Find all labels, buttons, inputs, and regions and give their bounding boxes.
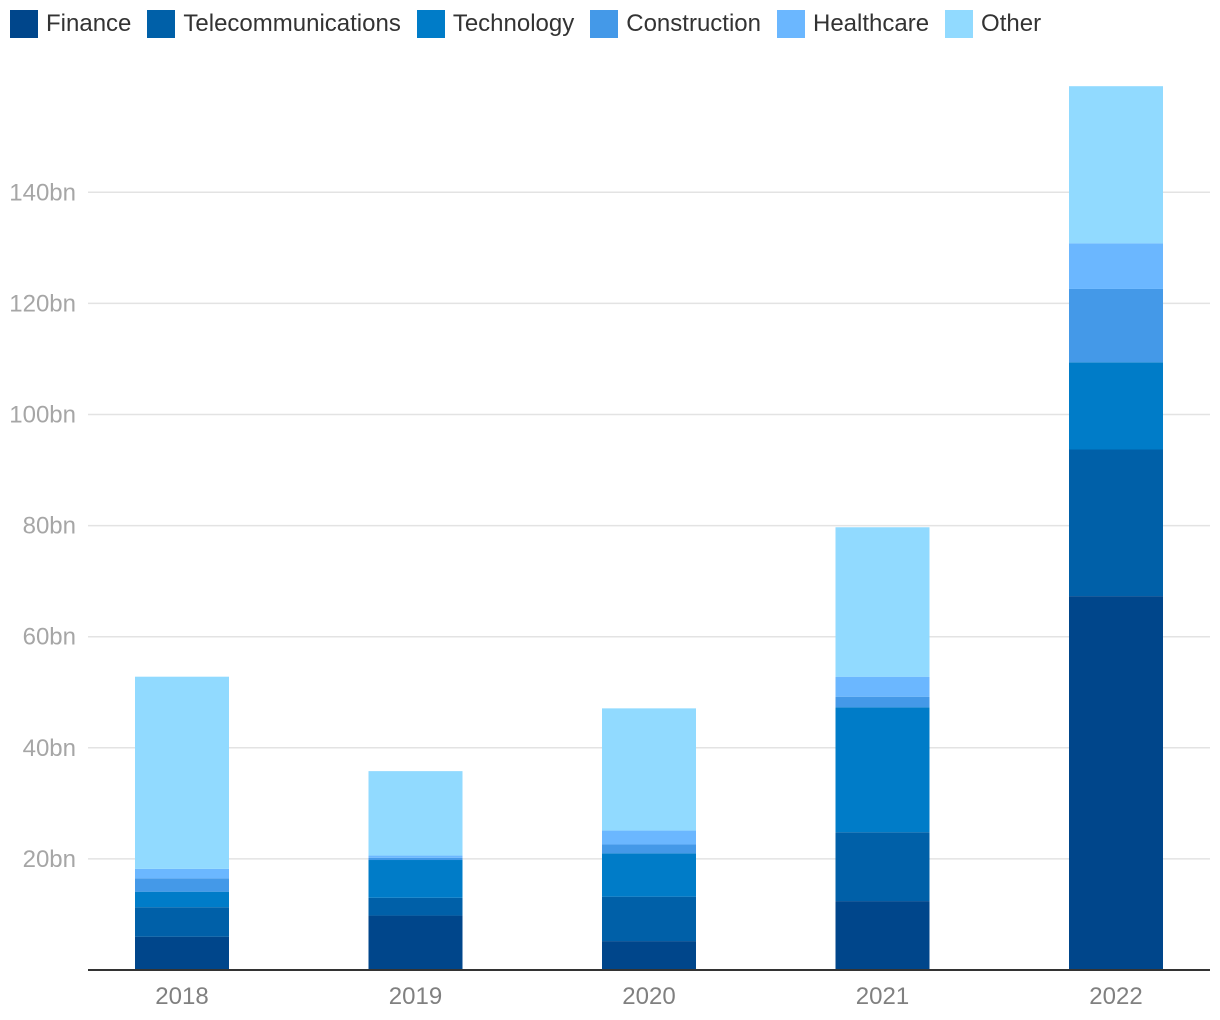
bar-2020-other[interactable] [602, 708, 696, 831]
legend-label: Technology [452, 10, 575, 37]
bar-2020-finance[interactable] [602, 941, 696, 970]
legend-swatch [10, 10, 38, 38]
bar-2022-construction[interactable] [1069, 288, 1163, 363]
bar-2021-finance[interactable] [835, 901, 930, 970]
bar-2019-telecommunications[interactable] [368, 897, 463, 916]
bar-2022-healthcare[interactable] [1069, 243, 1163, 289]
bar-2022-telecommunications[interactable] [1069, 449, 1163, 597]
legend-swatch [590, 10, 619, 38]
bar-2019-technology[interactable] [368, 860, 463, 898]
bar-2022-technology[interactable] [1069, 362, 1163, 450]
x-tick-label: 2018 [155, 983, 208, 1010]
y-tick-label: 100bn [9, 402, 76, 429]
y-tick-label: 140bn [9, 179, 76, 206]
bar-2020-telecommunications[interactable] [602, 896, 696, 942]
y-axis-tick-labels: 20bn 40bn 60bn 80bn 100bn 120bn 140bn [9, 179, 76, 873]
x-axis-tick-labels: 2018 2019 2020 2021 2022 [155, 983, 1142, 1010]
legend-item-telecommunications[interactable]: Telecommunications [147, 10, 401, 38]
bar-2020-construction[interactable] [602, 844, 696, 854]
x-tick-label: 2020 [622, 983, 675, 1010]
x-tick-label: 2022 [1089, 983, 1142, 1010]
bar-2018-technology[interactable] [135, 891, 229, 908]
legend-swatch [945, 10, 974, 38]
bar-2021-other[interactable] [835, 527, 930, 677]
legend-label: Other [981, 10, 1042, 37]
legend-swatch [147, 10, 176, 38]
bar-2022-other[interactable] [1069, 86, 1163, 244]
legend-label: Finance [46, 10, 132, 37]
bar-2019-healthcare[interactable] [368, 855, 463, 858]
y-tick-label: 120bn [9, 290, 76, 317]
bar-2019-finance[interactable] [368, 915, 463, 970]
bar-2018-construction[interactable] [135, 878, 229, 892]
bar-2018-telecommunications[interactable] [135, 907, 229, 937]
legend-item-finance[interactable]: Finance [10, 10, 131, 38]
y-tick-label: 20bn [23, 846, 76, 873]
bar-2018-healthcare[interactable] [135, 868, 229, 879]
legend-item-other[interactable]: Other [945, 10, 1041, 38]
bar-2020-technology[interactable] [602, 853, 696, 897]
bar-2019-other[interactable] [368, 771, 463, 856]
y-tick-label: 80bn [23, 513, 76, 540]
y-tick-label: 60bn [23, 624, 76, 651]
legend-item-construction[interactable]: Construction [590, 10, 761, 38]
bar-2018-finance[interactable] [135, 936, 229, 970]
legend-item-healthcare[interactable]: Healthcare [776, 10, 930, 38]
legend-label: Construction [626, 10, 761, 37]
bar-2021-telecommunications[interactable] [835, 832, 930, 902]
x-tick-label: 2021 [856, 983, 909, 1010]
bar-2018-other[interactable] [135, 676, 229, 869]
bar-2021-technology[interactable] [835, 707, 930, 833]
bar-2019-construction[interactable] [368, 857, 463, 861]
bar-2020-healthcare[interactable] [602, 830, 696, 845]
bar-2022-finance[interactable] [1069, 596, 1163, 970]
bar-2021-healthcare[interactable] [835, 676, 930, 697]
legend-swatch [776, 10, 805, 38]
legend-label: Telecommunications [183, 10, 401, 37]
bar-2021-construction[interactable] [835, 696, 930, 708]
bars [135, 86, 1163, 970]
chart-legend: Finance Telecommunications Technology Const… [10, 10, 1057, 38]
legend-swatch [416, 10, 445, 38]
x-tick-label: 2019 [389, 983, 442, 1010]
legend-label: Healthcare [812, 10, 930, 37]
y-tick-label: 40bn [23, 735, 76, 762]
legend-item-technology[interactable]: Technology [416, 10, 575, 38]
